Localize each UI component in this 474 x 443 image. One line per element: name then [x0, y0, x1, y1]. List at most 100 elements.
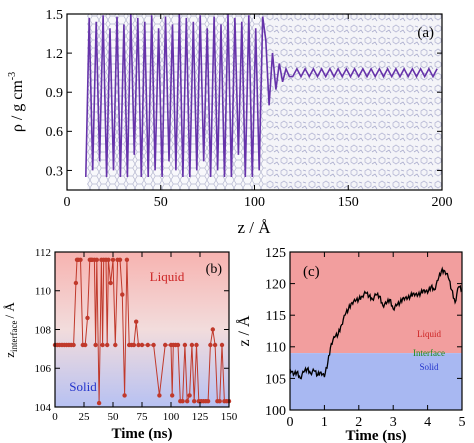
data-point	[105, 342, 110, 348]
panel-a-density-line	[85, 13, 438, 178]
panel-b-ylabel-group: zinterface/ Å	[2, 302, 19, 358]
data-point	[83, 342, 88, 348]
x-tick-label: 100	[163, 411, 180, 423]
data-point	[100, 342, 105, 348]
x-tick-label: 25	[79, 411, 91, 423]
panel-a: 0 50 100 150 200 0.3 0.6 0.9 1.2 1.5 (a) z / Å ρ …	[7, 8, 453, 237]
panel-c-liquid-region	[290, 252, 462, 354]
data-point	[136, 342, 141, 348]
panel-a-ticks: 0 50 100 150 200 0.3 0.6 0.9 1.2 1.5	[46, 8, 453, 210]
data-point	[151, 342, 156, 348]
panel-b-background	[55, 252, 229, 407]
panel-b-points	[52, 257, 232, 406]
data-point	[175, 342, 181, 348]
y-tick-label: 120	[265, 278, 286, 293]
data-point	[93, 342, 98, 348]
panel-b-tag: (b)	[206, 262, 223, 277]
data-point	[113, 342, 118, 348]
panel-b-ticks: 0 25 50 75 100 125 150 104 106 108 110 112	[35, 247, 238, 423]
data-point	[139, 342, 145, 348]
y-tick-label: 0.6	[46, 125, 64, 140]
data-point	[210, 327, 215, 332]
panel-a-tag: (a)	[417, 25, 434, 41]
panel-c-solid-region	[290, 353, 462, 410]
data-point	[131, 342, 137, 348]
panel-c-ticks: 0 1 2 3 4 5 100 105 110 115 120 125	[265, 246, 466, 430]
panel-c-frame	[289, 251, 463, 411]
data-point	[110, 257, 116, 262]
x-tick-label: 0	[64, 195, 71, 210]
panel-b-liquid-label: Liquid	[150, 269, 185, 284]
panel-a-xlabel: z / Å	[237, 218, 271, 237]
data-point	[194, 342, 199, 348]
data-point	[106, 257, 111, 262]
panel-c-ylabel-group: z / Å	[235, 315, 253, 347]
data-point	[185, 399, 190, 404]
x-tick-label: 1	[321, 415, 328, 430]
data-point	[217, 399, 222, 404]
data-point	[170, 393, 175, 398]
x-tick-label: 50	[108, 411, 120, 423]
y-tick-label: 106	[35, 363, 52, 375]
data-point	[134, 319, 139, 324]
x-tick-label: 50	[154, 195, 168, 210]
data-point	[94, 257, 100, 262]
data-point	[85, 315, 90, 321]
x-tick-label: 0	[52, 411, 58, 423]
panel-c-interface-label: Interface	[413, 348, 445, 358]
data-point	[78, 257, 83, 262]
x-tick-label: 200	[432, 195, 453, 210]
x-tick-label: 75	[137, 411, 149, 423]
data-point	[157, 393, 162, 398]
y-tick-label: 112	[35, 247, 51, 259]
panel-b: 0 25 50 75 100 125 150 104 106 108 110 112 (b) Liqu…	[2, 247, 238, 442]
data-point	[117, 257, 123, 262]
y-tick-label: 100	[265, 404, 286, 419]
x-tick-label: 0	[287, 415, 294, 430]
data-point	[187, 393, 192, 398]
panel-b-solid-label: Solid	[69, 379, 97, 394]
panel-c-xlabel: Time (ns)	[346, 428, 407, 443]
x-tick-label: 125	[192, 411, 209, 423]
x-tick-label: 150	[221, 411, 238, 423]
panel-c-ylabel: z / Å	[235, 315, 253, 347]
panel-c: 0 1 2 3 4 5 100 105 110 115 120 125 (c) Liquid Inte…	[235, 246, 466, 443]
y-tick-label: 1.2	[46, 47, 64, 62]
panel-a-liquid-background	[266, 14, 442, 190]
panel-c-tag: (c)	[303, 264, 320, 280]
panel-c-liquid-label: Liquid	[417, 329, 441, 339]
y-tick-label: 0.3	[46, 164, 64, 179]
data-point	[124, 257, 130, 262]
y-tick-label: 104	[35, 402, 52, 414]
x-tick-label: 4	[424, 415, 431, 430]
data-point	[145, 342, 150, 348]
data-point	[180, 399, 185, 404]
y-tick-label: 115	[266, 309, 286, 324]
data-point	[73, 280, 79, 286]
x-tick-label: 100	[244, 195, 265, 210]
panel-c-solid-label: Solid	[419, 362, 439, 372]
y-tick-label: 110	[35, 286, 52, 298]
data-point	[108, 280, 113, 286]
y-tick-label: 105	[265, 372, 286, 387]
x-tick-label: 5	[459, 415, 466, 430]
data-point	[96, 400, 102, 406]
panel-b-ylabel: zinterface/ Å	[2, 302, 19, 358]
x-tick-label: 150	[338, 195, 359, 210]
panel-b-xlabel: Time (ns)	[112, 426, 173, 442]
data-point	[205, 399, 211, 404]
panel-a-ylabel-group: ρ / g cm-3	[7, 72, 26, 132]
data-point	[192, 399, 197, 404]
panel-c-interface-line	[289, 266, 463, 380]
y-tick-label: 108	[35, 324, 52, 336]
data-point	[120, 292, 125, 297]
data-point	[212, 342, 218, 348]
data-point	[71, 342, 76, 348]
data-point	[182, 342, 188, 348]
panel-a-ylabel: ρ / g cm-3	[7, 72, 26, 132]
data-point	[122, 393, 127, 398]
data-point	[208, 342, 213, 348]
x-tick-label: 3	[390, 415, 397, 430]
y-tick-label: 125	[265, 246, 286, 261]
